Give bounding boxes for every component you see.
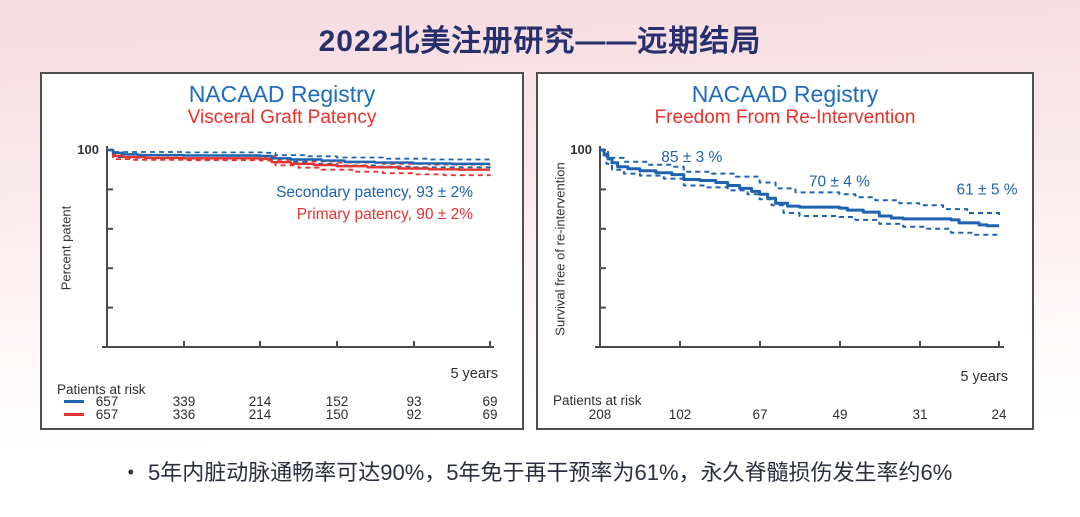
summary-bullet: • 5年内脏动脉通畅率可达90%，5年免于再干预率为61%，永久脊髓损伤发生率约6… [0, 455, 1080, 487]
atrisk-value: 657 [95, 394, 119, 409]
chart-title: NACAAD Registry [691, 81, 879, 107]
chart-panel-visceral-graft-patency: NACAAD Registry Visceral Graft Patency 1… [40, 72, 524, 430]
annotation-label: 61 ± 5 % [956, 181, 1017, 198]
legend-secondary-patency: Secondary patency, 93 ± 2% [276, 184, 473, 201]
km-curve-primary-patency-lower-ci [107, 149, 491, 177]
atrisk-value: 102 [668, 407, 692, 422]
y-axis-label: Percent patent [58, 205, 74, 291]
atrisk-series-dash-red [64, 413, 84, 416]
km-curve-freedom-from-reintervention [600, 148, 999, 228]
slide-title: 2022北美注册研究——远期结局 [318, 25, 762, 58]
km-curve-reintervention-lower-ci [600, 149, 1000, 236]
atrisk-value: 214 [248, 407, 272, 422]
patients-at-risk-label: Patients at risk [57, 382, 146, 397]
annotation-label: 70 ± 4 % [809, 174, 870, 191]
y-axis-tick-label: 100 [77, 142, 99, 157]
km-plot-reintervention: 85 ± 3 % 70 ± 4 % 61 ± 5 % [595, 146, 1018, 348]
atrisk-value: 150 [325, 407, 349, 422]
legend-primary-patency: Primary patency, 90 ± 2% [296, 206, 473, 223]
km-curve-secondary-patency [107, 148, 490, 165]
atrisk-value: 49 [832, 407, 848, 422]
bullet-icon: • [127, 462, 134, 482]
atrisk-value: 69 [482, 394, 498, 409]
atrisk-value: 339 [172, 394, 196, 409]
x-axis-label: 5 years [960, 369, 1008, 385]
axes [595, 146, 1004, 348]
atrisk-value: 31 [912, 407, 928, 422]
chart-subtitle: Visceral Graft Patency [187, 107, 377, 128]
atrisk-value: 24 [991, 407, 1007, 422]
axes [102, 146, 494, 348]
atrisk-value: 657 [95, 407, 119, 422]
atrisk-value: 214 [248, 394, 272, 409]
summary-bullet-text: 5年内脏动脉通畅率可达90%，5年免于再干预率为61%，永久脊髓损伤发生率约6% [147, 460, 953, 485]
y-axis-tick-label: 100 [570, 142, 592, 157]
chart-title: NACAAD Registry [188, 81, 376, 107]
atrisk-value: 152 [325, 394, 349, 409]
atrisk-value: 69 [482, 407, 498, 422]
atrisk-value: 92 [406, 407, 422, 422]
atrisk-value: 93 [406, 394, 422, 409]
chart-subtitle: Freedom From Re-Intervention [654, 107, 916, 128]
annotation-label: 85 ± 3 % [661, 149, 722, 166]
chart-panel-freedom-from-reintervention: NACAAD Registry Freedom From Re-Interven… [536, 72, 1034, 430]
x-axis-label: 5 years [450, 366, 498, 382]
atrisk-series-dash-blue [64, 400, 84, 403]
atrisk-value: 208 [588, 407, 612, 422]
km-plot-patency [102, 146, 494, 348]
patients-at-risk-label: Patients at risk [553, 393, 642, 408]
atrisk-value: 336 [172, 407, 196, 422]
km-curve-primary-patency [107, 148, 490, 171]
y-axis-label: Survival free of re-intervention [552, 162, 568, 336]
atrisk-value: 67 [752, 407, 768, 422]
